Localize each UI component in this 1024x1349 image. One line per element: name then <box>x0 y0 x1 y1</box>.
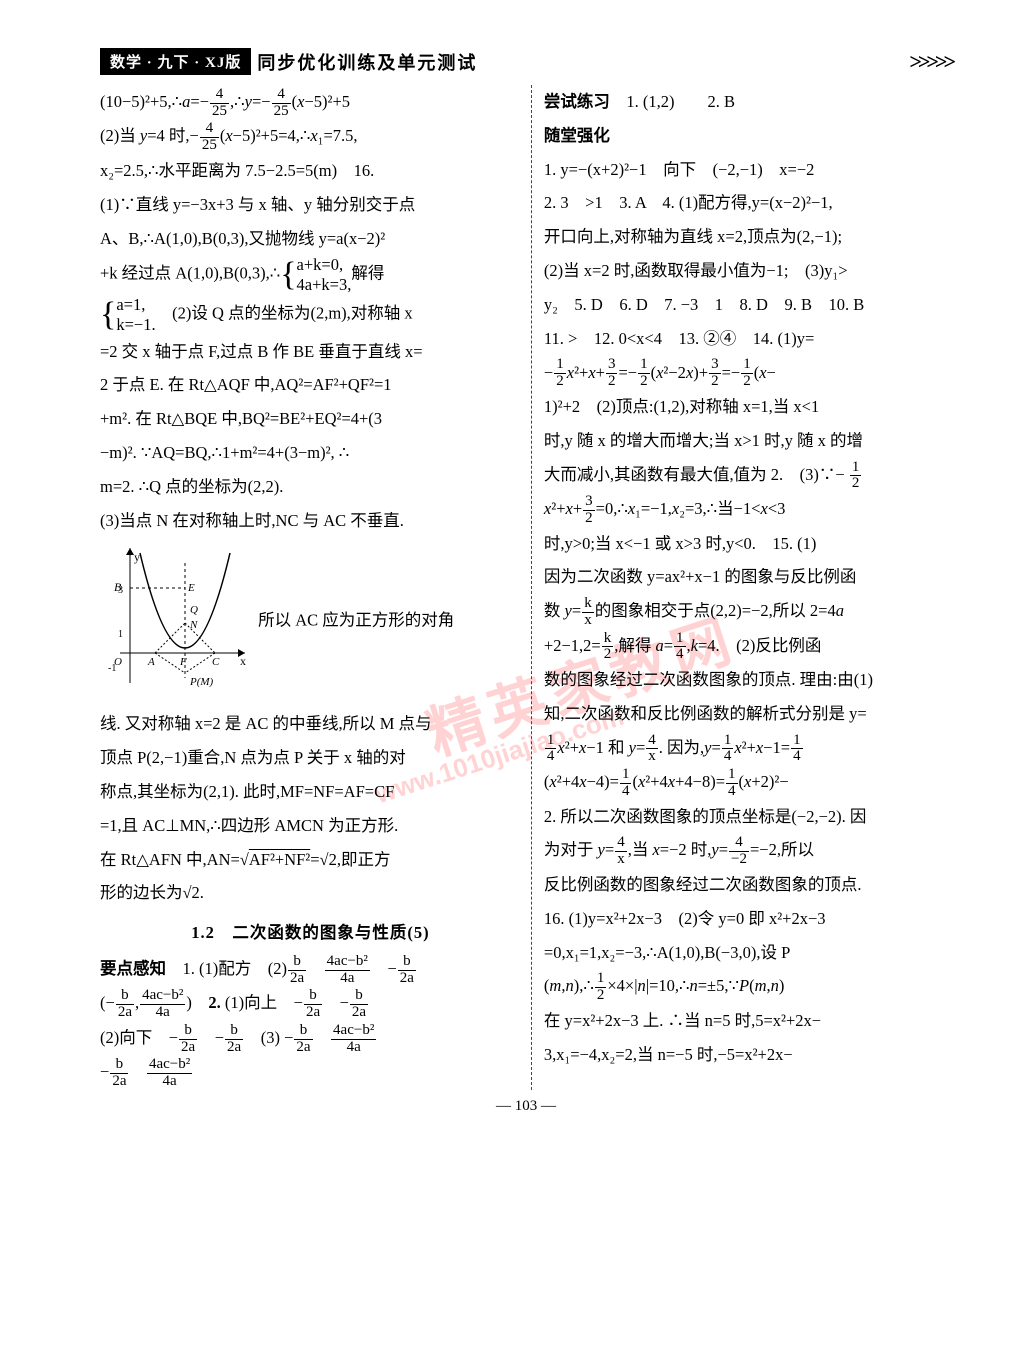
text-line: 11. > 12. 0<x<4 13. ②④ 14. (1)y= <box>544 322 952 356</box>
page-header: 数学 · 九下 · XJ版 同步优化训练及单元测试 >>>>> <box>100 48 952 75</box>
text-line: 要点感知 1. (1)配方 (2)b2a 4ac−b²4a −b2a <box>100 952 521 986</box>
svg-text:A: A <box>147 656 155 668</box>
header-title: 同步优化训练及单元测试 <box>257 49 477 75</box>
svg-text:P(M): P(M) <box>189 676 214 688</box>
text-line: 16. (1)y=x²+2x−3 (2)令 y=0 即 x²+2x−3 <box>544 902 952 936</box>
text-line: 2 于点 E. 在 Rt△AQF 中,AQ²=AF²+QF²=1 <box>100 368 521 402</box>
svg-text:C: C <box>212 656 220 668</box>
section-heading: 1.2 二次函数的图象与性质(5) <box>100 916 521 950</box>
text-line: 在 y=x²+2x−3 上. ∴当 n=5 时,5=x²+2x− <box>544 1004 952 1038</box>
text-line: (2)当 y=4 时,−425(x−5)²+5=4,∴x₁=7.5, <box>100 119 521 153</box>
text-line: 因为二次函数 y=ax²+x−1 的图象与反比例函 <box>544 560 952 594</box>
text-line: A、B,∴A(1,0),B(0,3),又抛物线 y=a(x−2)² <box>100 222 521 256</box>
text-line: (3)当点 N 在对称轴上时,NC 与 AC 不垂直. <box>100 504 521 538</box>
text-line: (m,n),∴12×4×|n|=10,∴n=±5,∵P(m,n) <box>544 969 952 1003</box>
axis-label-x: x <box>240 654 246 668</box>
text-line: x²+x+32=0,∴x₁=−1,x₂=3,∴当−1<x<3 <box>544 492 952 526</box>
text-line: (2)向下 −b2a −b2a (3) −b2a 4ac−b²4a <box>100 1021 521 1055</box>
text-line: 数 y=kx的图象相交于点(2,2)=−2,所以 2=4a <box>544 594 952 628</box>
text-line: 开口向上,对称轴为直线 x=2,顶点为(2,−1); <box>544 220 952 254</box>
text-line: 2. 所以二次函数图象的顶点坐标是(−2,−2). 因 <box>544 800 952 834</box>
text-line: {a=1,k=−1. (2)设 Q 点的坐标为(2,m),对称轴 x <box>100 295 521 335</box>
graph-caption: 所以 AC 应为正方形的对角 <box>258 611 454 630</box>
text-line: 大而减小,其函数有最大值,值为 2. (3)∵− 12 <box>544 458 952 492</box>
text-line: 数的图象经过二次函数图象的顶点. 理由:由(1) <box>544 663 952 697</box>
text-line: 在 Rt△AFN 中,AN=√AF²+NF²=√2,即正方 <box>100 843 521 877</box>
left-column: (10−5)²+5,∴a=−425,∴y=−425(x−5)²+5 (2)当 y… <box>100 85 521 1090</box>
text-line: x₂=2.5,∴水平距离为 7.5−2.5=5(m) 16. <box>100 154 521 188</box>
page-number: — 103 — <box>100 1098 952 1115</box>
text-line: y₂ 5. D 6. D 7. −3 1 8. D 9. B 10. B <box>544 288 952 322</box>
text-line: +k 经过点 A(1,0),B(0,3),∴{a+k=0,4a+k=3,解得 <box>100 255 521 295</box>
text-line: m=2. ∴Q 点的坐标为(2,2). <box>100 470 521 504</box>
text-line: 为对于 y=4x,当 x=−2 时,y=4−2=−2,所以 <box>544 833 952 867</box>
text-line: (−b2a,4ac−b²4a) 2. (1)向上 −b2a −b2a <box>100 986 521 1020</box>
svg-text:1: 1 <box>118 629 123 640</box>
text-line: (10−5)²+5,∴a=−425,∴y=−425(x−5)²+5 <box>100 85 521 119</box>
text-line: (2)当 x=2 时,函数取得最小值为−1; (3)y₁> <box>544 254 952 288</box>
text-line: 形的边长为√2. <box>100 876 521 910</box>
text-line: 14x²+x−1 和 y=4x. 因为,y=14x²+x−1=14 <box>544 731 952 765</box>
text-line: −b2a 4ac−b²4a <box>100 1055 521 1089</box>
right-column: 尝试练习 1. (1,2) 2. B 随堂强化 1. y=−(x+2)²−1 向… <box>531 85 952 1090</box>
header-edition-badge: 数学 · 九下 · XJ版 <box>100 48 251 75</box>
text-line: +2−1,2=k2,解得 a=14,k=4. (2)反比例函 <box>544 629 952 663</box>
text-line: =1,且 AC⊥MN,∴四边形 AMCN 为正方形. <box>100 809 521 843</box>
text-line: 顶点 P(2,−1)重合,N 点为点 P 关于 x 轴的对 <box>100 741 521 775</box>
text-line: =2 交 x 轴于点 F,过点 B 作 BE 垂直于直线 x= <box>100 335 521 369</box>
text-line: 时,y>0;当 x<−1 或 x>3 时,y<0. 15. (1) <box>544 527 952 561</box>
text-line: −12x²+x+32=−12(x²−2x)+32=−12(x− <box>544 356 952 390</box>
text-line: =0,x₁=1,x₂=−3,∴A(1,0),B(−3,0),设 P <box>544 936 952 970</box>
text-line: 时,y 随 x 的增大而增大;当 x>1 时,y 随 x 的增 <box>544 424 952 458</box>
text-line: 3,x₁=−4,x₂=2,当 n=−5 时,−5=x²+2x− <box>544 1038 952 1072</box>
parabola-graph: y x B E Q N O A F C P(M) 1 3 <box>100 543 250 705</box>
text-line: 知,二次函数和反比例函数的解析式分别是 y= <box>544 697 952 731</box>
graph-row: y x B E Q N O A F C P(M) 1 3 <box>100 537 521 707</box>
axis-label-y: y <box>134 550 140 564</box>
svg-text:N: N <box>189 619 198 631</box>
subsection-heading: 随堂强化 <box>544 119 952 153</box>
text-line: 称点,其坐标为(2,1). 此时,MF=NF=AF=CF <box>100 775 521 809</box>
text-line: (x²+4x−4)=14(x²+4x+4−8)=14(x+2)²− <box>544 765 952 799</box>
text-line: (1)∵直线 y=−3x+3 与 x 轴、y 轴分别交于点 <box>100 188 521 222</box>
text-line: −m)². ∵AQ=BQ,∴1+m²=4+(3−m)², ∴ <box>100 436 521 470</box>
svg-text:F: F <box>179 656 187 668</box>
svg-text:E: E <box>187 582 195 594</box>
svg-text:3: 3 <box>118 585 123 596</box>
text-line: 反比例函数的图象经过二次函数图象的顶点. <box>544 868 952 902</box>
text-line: 尝试练习 1. (1,2) 2. B <box>544 85 952 119</box>
svg-text:Q: Q <box>190 604 198 616</box>
text-line: 1. y=−(x+2)²−1 向下 (−2,−1) x=−2 <box>544 153 952 187</box>
text-line: 2. 3 >1 3. A 4. (1)配方得,y=(x−2)²−1, <box>544 186 952 220</box>
text-line: 线. 又对称轴 x=2 是 AC 的中垂线,所以 M 点与 <box>100 707 521 741</box>
text-line: +m². 在 Rt△BQE 中,BQ²=BE²+EQ²=4+(3 <box>100 402 521 436</box>
svg-text:-1: -1 <box>108 663 116 674</box>
header-chevrons-icon: >>>>> <box>909 49 952 75</box>
text-line: 1)²+2 (2)顶点:(1,2),对称轴 x=1,当 x<1 <box>544 390 952 424</box>
